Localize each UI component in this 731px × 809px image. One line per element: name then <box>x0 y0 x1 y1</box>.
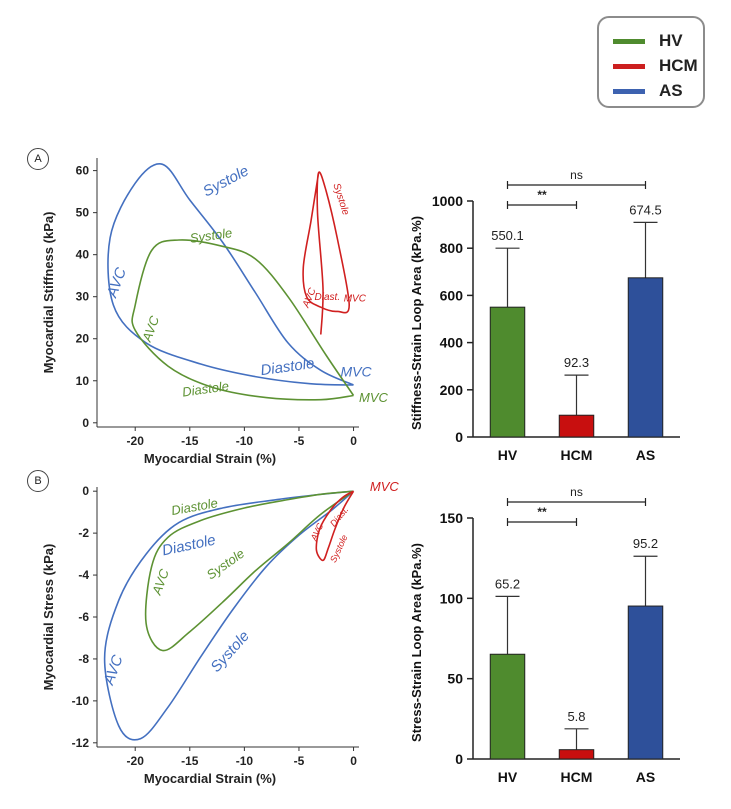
stress-bar-chart-significance-label: ** <box>537 505 547 519</box>
stiffness-loop-chart-annotation-as: Systole <box>200 162 251 200</box>
stress-loop-chart-series-hv <box>144 490 354 652</box>
stress-bar-chart-x-tick-label: AS <box>636 769 655 785</box>
stiffness-bar-chart-y-axis-label: Stiffness-Strain Loop Area (kPa.%) <box>409 216 424 430</box>
stiffness-loop-chart-series-as <box>107 163 354 386</box>
stiffness-loop-chart-x-tick-label: 0 <box>350 434 357 448</box>
stress-loop-chart-x-axis-label: Myocardial Strain (%) <box>144 771 276 786</box>
legend-item-hv: HV <box>613 30 683 52</box>
stress-loop-chart-x-tick-label: -15 <box>181 754 199 768</box>
stiffness-loop-chart-y-tick-label: 40 <box>76 248 90 262</box>
stress-bar-chart-bar-as <box>627 605 664 760</box>
stiffness-loop-chart-y-axis-label: Myocardial Stiffness (kPa) <box>41 212 56 374</box>
stress-loop-chart-series-as <box>103 490 355 741</box>
panel-label-b: B <box>27 470 49 492</box>
legend-label-hcm: HCM <box>659 56 698 75</box>
stiffness-loop-chart-annotation-hcm: Systole <box>330 182 351 217</box>
stiffness-bar-chart-y-tick-label: 0 <box>455 429 463 445</box>
stiffness-bar-chart-value-label: 550.1 <box>491 228 524 243</box>
stress-bar-chart-value-label: 5.8 <box>567 709 585 724</box>
legend-label-hv: HV <box>659 31 683 50</box>
stress-loop-chart-annotation-hcm: AVC <box>308 521 325 543</box>
stress-bar-chart-x-tick-label: HCM <box>561 769 593 785</box>
stress-loop-chart-series-hcm <box>315 490 355 562</box>
stress-bar-chart-y-tick-label: 150 <box>440 510 464 526</box>
stress-loop-chart-y-tick-label: 0 <box>82 484 89 498</box>
stress-loop-chart-x-tick-label: -5 <box>294 754 305 768</box>
legend-item-hcm: HCM <box>613 55 698 77</box>
stress-bar-chart-bar-hcm <box>558 749 595 760</box>
legend-label-as: AS <box>659 81 683 100</box>
stress-loop-chart-y-axis-label: Myocardial Stress (kPa) <box>41 544 56 691</box>
stiffness-bar-chart-significance-label: ns <box>570 168 583 182</box>
stiffness-loop-chart-x-tick-label: -5 <box>294 434 305 448</box>
legend-swatch-hcm <box>613 63 645 69</box>
stiffness-loop-chart-annotation-as: MVC <box>340 364 372 380</box>
stiffness-bar-chart-y-tick-label: 600 <box>440 287 464 303</box>
stress-bar-chart-y-tick-label: 100 <box>440 590 464 606</box>
stress-bar-chart-significance-label: ns <box>570 485 583 499</box>
stiffness-loop-chart-y-tick-label: 0 <box>82 416 89 430</box>
stiffness-loop-chart-y-tick-label: 30 <box>76 290 90 304</box>
stiffness-bar-chart-y-tick-label: 400 <box>440 335 464 351</box>
stiffness-bar-chart-bar-hv <box>489 306 526 438</box>
stress-loop-chart-y-tick-label: -8 <box>78 652 89 666</box>
stress-loop-chart-annotation-as: Systole <box>207 628 253 676</box>
stress-bar-chart-bar-hv <box>489 653 526 760</box>
stiffness-loop-chart-annotation-as: Diastole <box>259 355 315 379</box>
stiffness-loop-chart-x-axis-label: Myocardial Strain (%) <box>144 451 276 466</box>
legend-swatch-hv <box>613 38 645 44</box>
stiffness-bar-chart-y-tick-label: 800 <box>440 240 464 256</box>
stress-loop-chart-x-tick-label: 0 <box>350 754 357 768</box>
stiffness-bar-chart-x-tick-label: AS <box>636 447 655 463</box>
panel-label-a: A <box>27 148 49 170</box>
stiffness-loop-chart-annotation-hv: AVC <box>139 313 163 344</box>
stiffness-loop-chart-annotation-hcm: MVC <box>344 294 367 305</box>
stiffness-bar-chart-value-label: 92.3 <box>564 355 589 370</box>
stiffness-loop-chart-y-tick-label: 50 <box>76 206 90 220</box>
stress-loop-chart-y-tick-label: -4 <box>78 568 89 582</box>
stress-bar-chart-y-tick-label: 0 <box>455 751 463 767</box>
legend-swatch-as <box>613 88 645 94</box>
stiffness-loop-chart-annotation-hcm: Diast. <box>315 292 341 303</box>
stress-loop-chart-y-tick-label: -10 <box>72 694 90 708</box>
stiffness-bar-chart-y-tick-label: 200 <box>440 382 464 398</box>
stiffness-bar-chart-bar-as <box>627 277 664 438</box>
stiffness-bar-chart-y-tick-label: 1000 <box>432 193 463 209</box>
stress-loop-chart-y-tick-label: -12 <box>72 736 90 750</box>
stiffness-bar-chart-x-tick-label: HCM <box>561 447 593 463</box>
stiffness-loop-chart-x-tick-label: -20 <box>127 434 145 448</box>
stiffness-bar-chart-significance-label: ** <box>537 188 547 202</box>
stress-bar-chart-y-tick-label: 50 <box>447 671 463 687</box>
stiffness-loop-chart-annotation-hv: Systole <box>189 225 233 246</box>
stress-loop-chart-annotation-hv: AVC <box>149 567 173 598</box>
stress-bar-chart-y-axis-label: Stress-Strain Loop Area (kPa.%) <box>409 543 424 742</box>
stiffness-loop-chart-annotation-hv: Diastole <box>181 378 230 399</box>
legend-item-as: AS <box>613 80 683 102</box>
stress-loop-chart-annotation-hv: Systole <box>204 546 248 583</box>
stiffness-loop-chart-x-tick-label: -15 <box>181 434 199 448</box>
stiffness-bar-chart-value-label: 674.5 <box>629 202 662 217</box>
stiffness-loop-chart-annotation-hv: MVC <box>359 390 389 405</box>
stress-loop-chart-y-tick-label: -2 <box>78 526 89 540</box>
stiffness-bar-chart-bar-hcm <box>558 414 595 438</box>
stress-loop-chart-annotation-hcm: MVC <box>370 479 400 494</box>
stiffness-loop-chart-y-tick-label: 60 <box>76 164 90 178</box>
stiffness-loop-chart-x-tick-label: -10 <box>236 434 254 448</box>
stiffness-loop-chart-series-hv <box>131 239 355 401</box>
stress-bar-chart-value-label: 95.2 <box>633 536 658 551</box>
stress-bar-chart-value-label: 65.2 <box>495 576 520 591</box>
stiffness-loop-chart-y-tick-label: 10 <box>76 374 90 388</box>
stress-bar-chart-x-tick-label: HV <box>498 769 518 785</box>
stress-loop-chart-y-tick-label: -6 <box>78 610 89 624</box>
legend: HV HCM AS <box>597 16 705 108</box>
stress-loop-chart-x-tick-label: -20 <box>127 754 145 768</box>
stiffness-loop-chart-series-hcm <box>302 171 351 335</box>
stiffness-bar-chart-x-tick-label: HV <box>498 447 518 463</box>
stiffness-loop-chart-y-tick-label: 20 <box>76 332 90 346</box>
stress-loop-chart-x-tick-label: -10 <box>236 754 254 768</box>
